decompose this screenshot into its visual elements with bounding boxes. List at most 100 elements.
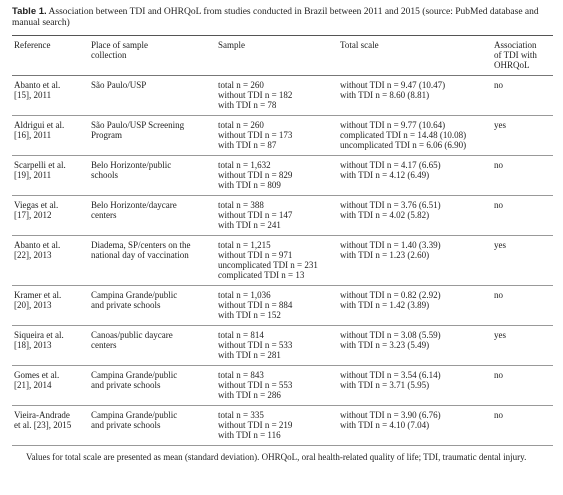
cell-line: total n = 814	[218, 330, 264, 340]
cell-line: with TDI n = 3.23 (5.49)	[340, 340, 430, 350]
table-cell: Viegas et al. [17], 2012	[12, 196, 89, 236]
header-line: OHRQoL	[494, 60, 530, 70]
footnote: Values for total scale are presented as …	[26, 452, 527, 462]
cell-line: without TDI n = 0.82 (2.92)	[340, 290, 441, 300]
cell-line: with TDI n = 78	[218, 100, 277, 110]
table-cell: Campina Grande/public and private schools	[89, 406, 216, 446]
cell-line: with TDI n = 809	[218, 180, 281, 190]
header-line: Sample	[218, 40, 245, 50]
header-cell: Total scale	[338, 36, 492, 76]
cell-line: Program	[91, 130, 122, 140]
cell-line: uncomplicated TDI n = 6.06 (6.90)	[340, 140, 467, 150]
table-cell: no	[492, 196, 553, 236]
cell-line: no	[494, 290, 503, 300]
table-cell: no	[492, 286, 553, 326]
table-row: Aldrigui et al. [16], 2011 São Paulo/USP S…	[12, 116, 553, 156]
table-cell: total n = 843 without TDI n = 553 with TDI…	[216, 366, 338, 406]
cell-line: no	[494, 200, 503, 210]
cell-line: no	[494, 370, 503, 380]
cell-line: total n = 335	[218, 410, 264, 420]
cell-line: with TDI n = 4.12 (6.49)	[340, 170, 430, 180]
table-cell: yes	[492, 326, 553, 366]
header-row: Reference Place of sample collection Sample…	[12, 35, 553, 76]
cell-line: Abanto et al.	[14, 240, 61, 250]
cell-line: [17], 2012	[14, 210, 52, 220]
cell-line: with TDI n = 8.60 (8.81)	[340, 90, 430, 100]
cell-line: Aldrigui et al.	[14, 120, 65, 130]
header-line: of TDI with	[494, 50, 537, 60]
table-cell: Campina Grande/public and private schools	[89, 366, 216, 406]
table-cell: without TDI n = 4.17 (6.65) with TDI n = …	[338, 156, 492, 196]
cell-line: and private schools	[91, 300, 161, 310]
cell-line: without TDI n = 9.77 (10.64)	[340, 120, 446, 130]
cell-line: total n = 260	[218, 120, 264, 130]
cell-line: without TDI n = 971	[218, 250, 293, 260]
cell-line: without TDI n = 173	[218, 130, 293, 140]
table-cell: Vieira-Andrade et al. [23], 2015	[12, 406, 89, 446]
cell-line: with TDI n = 87	[218, 140, 277, 150]
table-cell: without TDI n = 9.77 (10.64) complicated …	[338, 116, 492, 156]
cell-line: São Paulo/USP Screening	[91, 120, 185, 130]
table-cell: Abanto et al. [22], 2013	[12, 236, 89, 286]
table-cell: total n = 388 without TDI n = 147 with TDI…	[216, 196, 338, 236]
cell-line: Campina Grande/public	[91, 290, 178, 300]
header-line: collection	[91, 50, 127, 60]
cell-line: with TDI n = 152	[218, 310, 281, 320]
cell-line: without TDI n = 3.08 (5.59)	[340, 330, 441, 340]
cell-line: total n = 388	[218, 200, 264, 210]
cell-line: [22], 2013	[14, 250, 52, 260]
cell-line: complicated TDI n = 13	[218, 270, 305, 280]
table-row: Abanto et al. [22], 2013 Diadema, SP/cente…	[12, 236, 553, 286]
cell-line: [15], 2011	[14, 90, 52, 100]
table-cell: São Paulo/USP	[89, 76, 216, 116]
table-cell: Aldrigui et al. [16], 2011	[12, 116, 89, 156]
cell-line: and private schools	[91, 380, 161, 390]
table-row: Vieira-Andrade et al. [23], 2015 Campina G…	[12, 406, 553, 446]
cell-line: schools	[91, 170, 118, 180]
table-cell: no	[492, 156, 553, 196]
cell-line: Viegas et al.	[14, 200, 59, 210]
cell-line: complicated TDI n = 14.48 (10.08)	[340, 130, 467, 140]
table-body: Abanto et al. [15], 2011 São Paulo/USP tota…	[12, 76, 553, 446]
cell-line: with TDI n = 1.23 (2.60)	[340, 250, 430, 260]
cell-line: [16], 2011	[14, 130, 52, 140]
table-row: Siqueira et al. [18], 2013 Canoas/public d…	[12, 326, 553, 366]
cell-line: Belo Horizonte/daycare	[91, 200, 177, 210]
table-row: Scarpelli et al. [19], 2011 Belo Horizonte…	[12, 156, 553, 196]
header-line: Place of sample	[91, 40, 148, 50]
table-cell: total n = 814 without TDI n = 533 with TDI…	[216, 326, 338, 366]
table-cell: without TDI n = 9.47 (10.47) with TDI n =…	[338, 76, 492, 116]
cell-line: total n = 1,632	[218, 160, 271, 170]
header-cell: Place of sample collection	[89, 36, 216, 76]
cell-line: without TDI n = 1.40 (3.39)	[340, 240, 441, 250]
cell-line: yes	[494, 120, 506, 130]
cell-line: [19], 2011	[14, 170, 52, 180]
cell-line: Abanto et al.	[14, 80, 61, 90]
cell-line: without TDI n = 829	[218, 170, 293, 180]
cell-line: with TDI n = 116	[218, 430, 281, 440]
cell-line: total n = 843	[218, 370, 264, 380]
cell-line: with TDI n = 286	[218, 390, 281, 400]
cell-line: et al. [23], 2015	[14, 420, 72, 430]
table-cell: total n = 1,036 without TDI n = 884 with T…	[216, 286, 338, 326]
table-row: Abanto et al. [15], 2011 São Paulo/USP tota…	[12, 76, 553, 116]
cell-line: without TDI n = 553	[218, 380, 293, 390]
cell-line: without TDI n = 4.17 (6.65)	[340, 160, 441, 170]
cell-line: [20], 2013	[14, 300, 52, 310]
cell-line: Vieira-Andrade	[14, 410, 70, 420]
table-cell: total n = 335 without TDI n = 219 with TDI…	[216, 406, 338, 446]
cell-line: no	[494, 410, 503, 420]
table-cell: Gomes et al. [21], 2014	[12, 366, 89, 406]
cell-line: uncomplicated TDI n = 231	[218, 260, 318, 270]
header-cell: Association of TDI with OHRQoL	[492, 36, 553, 76]
cell-line: with TDI n = 3.71 (5.95)	[340, 380, 430, 390]
header-line: Association	[494, 40, 537, 50]
table-cell: São Paulo/USP Screening Program	[89, 116, 216, 156]
cell-line: Campina Grande/public	[91, 410, 178, 420]
cell-line: national day of vaccination	[91, 250, 189, 260]
cell-line: with TDI n = 1.42 (3.89)	[340, 300, 430, 310]
cell-line: total n = 1,215	[218, 240, 271, 250]
cell-line: total n = 1,036	[218, 290, 271, 300]
table-cell: no	[492, 76, 553, 116]
